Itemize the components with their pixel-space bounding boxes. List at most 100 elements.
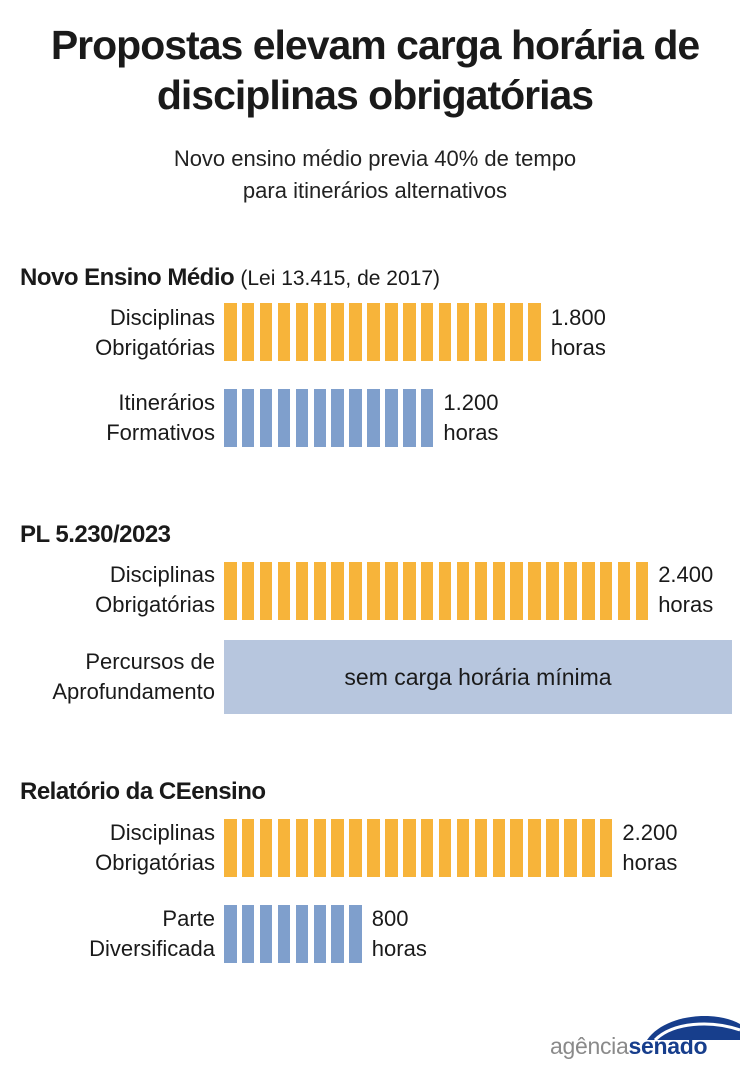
bar-segment [456,303,470,361]
bar-segment [420,303,434,361]
row-label-parte-diversificada: Parte Diversificada [89,904,215,964]
bar-segment [367,819,380,877]
value-number: 1.200 [443,390,499,415]
bar-segment [599,562,613,620]
chart-title: Propostas elevam carga horária de discip… [0,20,750,120]
row-label-line: Disciplinas [109,820,215,845]
bar-segment [224,562,237,620]
bar-segment [546,819,559,877]
bar-segment [331,303,344,361]
title-line-1: Propostas elevam carga horária de [50,22,700,68]
bar-segment [241,303,255,361]
bar-segment [420,562,434,620]
bar-segment [224,819,237,877]
bar-segment [295,562,309,620]
value-label-2400: 2.400 horas [658,560,713,620]
bar-segment [349,562,362,620]
bar-segment [420,819,434,877]
bar-segment [582,562,595,620]
bar-segment [241,562,255,620]
bar-segment [277,562,291,620]
bar-segment [331,819,344,877]
bar-segment [313,389,326,447]
bar-segment [474,562,488,620]
value-unit: horas [550,335,606,360]
value-label-1200: 1.200 horas [443,388,498,448]
value-number: 2.200 [622,820,678,845]
bar-segment [528,819,541,877]
value-unit: horas [371,936,427,961]
section-title-novo-ensino-medio: Novo Ensino Médio (Lei 13.415, de 2017) [20,264,440,292]
row-label-percursos: Percursos de Aprofundamento [52,647,215,707]
row-label-line: Parte [162,906,215,931]
section-title-relatorio-ceensino: Relatório da CEensino [20,778,266,806]
bar-segment [295,389,309,447]
row-label-disciplinas-2: Disciplinas Obrigatórias [95,560,215,620]
bar-segment [474,303,488,361]
bar-segment [492,562,505,620]
bar-segment [510,819,523,877]
bar-segment [349,389,362,447]
row-label-line: Disciplinas [109,562,215,587]
bar-segment [385,562,398,620]
bar-segment [492,819,505,877]
bar-segment [349,819,362,877]
bar-segment [510,303,523,361]
bar-segment [582,819,595,877]
bar-segment [617,562,631,620]
section-title-pl-5230: PL 5.230/2023 [20,521,171,549]
value-number: 800 [371,906,409,931]
bar-segment [241,819,255,877]
bar-segment [385,819,398,877]
row-label-itinerarios: Itinerários Formativos [106,388,215,448]
row-label-line: Diversificada [89,936,215,961]
logo-wordmark: agênciasenado [550,1033,708,1060]
bar-segment [313,303,326,361]
bar-segment [313,562,326,620]
row-label-line: Obrigatórias [95,592,215,617]
value-number: 2.400 [658,562,714,587]
value-unit: horas [658,592,714,617]
value-unit: horas [622,850,678,875]
row-label-line: Disciplinas [109,305,215,330]
bar-segment [420,389,434,447]
subtitle-line-1: Novo ensino médio previa 40% de tempo [173,146,577,171]
bar-segment [259,562,273,620]
row-label-disciplinas-3: Disciplinas Obrigatórias [95,818,215,878]
bar-segment [403,303,416,361]
bar-segment [295,303,309,361]
value-label-800: 800 horas [372,904,427,964]
value-label-2200: 2.200 horas [622,818,677,878]
bar-segment [510,562,523,620]
bar-segment [259,905,273,963]
bar-segment [403,562,416,620]
bar-segment [349,905,362,963]
bar-segment [403,819,416,877]
bar-segment [349,303,362,361]
bar-segment [456,562,470,620]
bar-segment [385,303,398,361]
chart-subtitle: Novo ensino médio previa 40% de tempo pa… [0,143,750,207]
value-unit: horas [443,420,499,445]
section-title-text: Relatório da CEensino [20,778,266,805]
bar-segment [259,389,273,447]
bar-segment [224,905,237,963]
bar-segment [313,819,326,877]
bar-segment [241,389,255,447]
bar-segment [331,905,344,963]
bar-segment [403,389,416,447]
bar-segment [295,819,309,877]
bar-segment [528,562,541,620]
bar-segment [438,819,452,877]
no-minimum-text: sem carga horária mínima [344,663,612,690]
bar-segment [367,562,380,620]
bar-segment [599,819,613,877]
row-label-line: Formativos [106,420,215,445]
section-title-note: (Lei 13.415, de 2017) [240,267,440,290]
value-label-1800: 1.800 horas [551,303,606,363]
section-title-text: PL 5.230/2023 [20,521,171,548]
bar-disciplinas-obrigatorias-2 [224,562,654,620]
bar-segment [367,303,380,361]
bar-itinerarios-formativos [224,389,439,447]
row-label-line: Obrigatórias [95,850,215,875]
